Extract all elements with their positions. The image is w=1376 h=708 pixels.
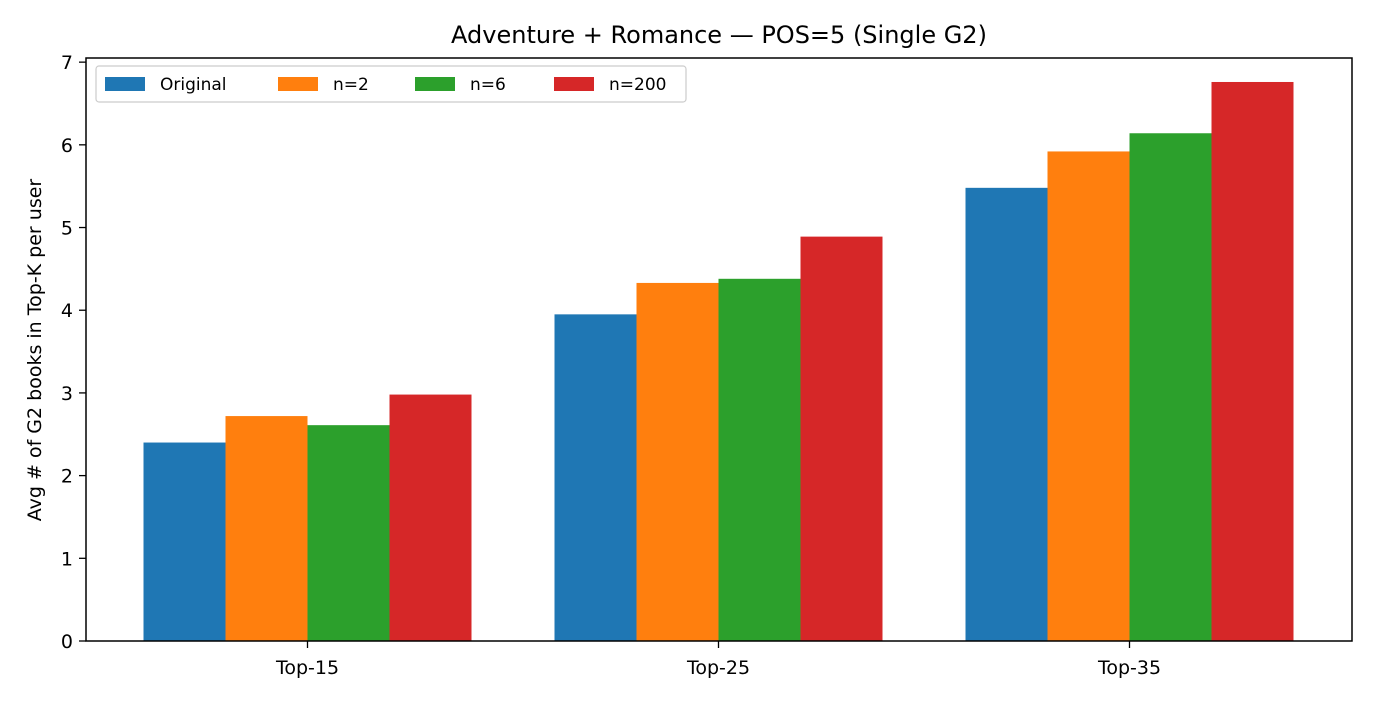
bar-original-top-15 <box>143 442 226 641</box>
bar-n-6-top-25 <box>718 278 801 641</box>
bar-n-200-top-15 <box>389 394 472 641</box>
bars-group <box>143 81 1294 642</box>
y-tick-label: 7 <box>61 52 73 74</box>
legend-swatch <box>278 77 318 91</box>
legend-swatch <box>554 77 594 91</box>
chart-title: Adventure + Romance — POS=5 (Single G2) <box>451 21 987 49</box>
y-axis: 0 1 2 3 4 5 6 7 <box>61 52 86 653</box>
legend-frame <box>95 65 687 103</box>
x-tick-label: Top-15 <box>275 657 339 679</box>
bar-n-2-top-15 <box>225 416 308 641</box>
bar-n-200-top-25 <box>800 236 883 641</box>
bar-n-2-top-35 <box>1047 151 1130 642</box>
y-tick-label: 3 <box>61 383 73 405</box>
y-tick-label: 4 <box>61 300 73 322</box>
legend-label: n=200 <box>609 75 666 95</box>
x-tick-label: Top-25 <box>686 657 750 679</box>
legend-swatch <box>415 77 455 91</box>
y-tick-label: 2 <box>61 466 73 488</box>
y-tick-label: 5 <box>61 218 73 240</box>
bar-n-6-top-15 <box>307 425 390 641</box>
y-axis-label: Avg # of G2 books in Top-K per user <box>24 179 46 522</box>
x-tick-label: Top-35 <box>1097 657 1161 679</box>
y-tick-label: 0 <box>61 631 73 653</box>
plot-frame <box>85 57 1353 642</box>
legend: Original n=2 n=6 n=200 <box>95 65 687 103</box>
legend-label: n=6 <box>470 75 506 95</box>
bar-n-200-top-35 <box>1211 81 1294 641</box>
bar-n-6-top-35 <box>1129 133 1212 641</box>
legend-label: Original <box>160 75 227 95</box>
legend-label: n=2 <box>333 75 369 95</box>
legend-swatch <box>105 77 145 91</box>
y-tick-label: 1 <box>61 548 73 570</box>
y-tick-label: 6 <box>61 135 73 157</box>
bar-original-top-25 <box>554 314 637 641</box>
x-axis: Top-15 Top-25 Top-35 <box>275 641 1161 679</box>
bar-original-top-35 <box>965 187 1048 641</box>
bar-n-2-top-25 <box>636 282 719 641</box>
